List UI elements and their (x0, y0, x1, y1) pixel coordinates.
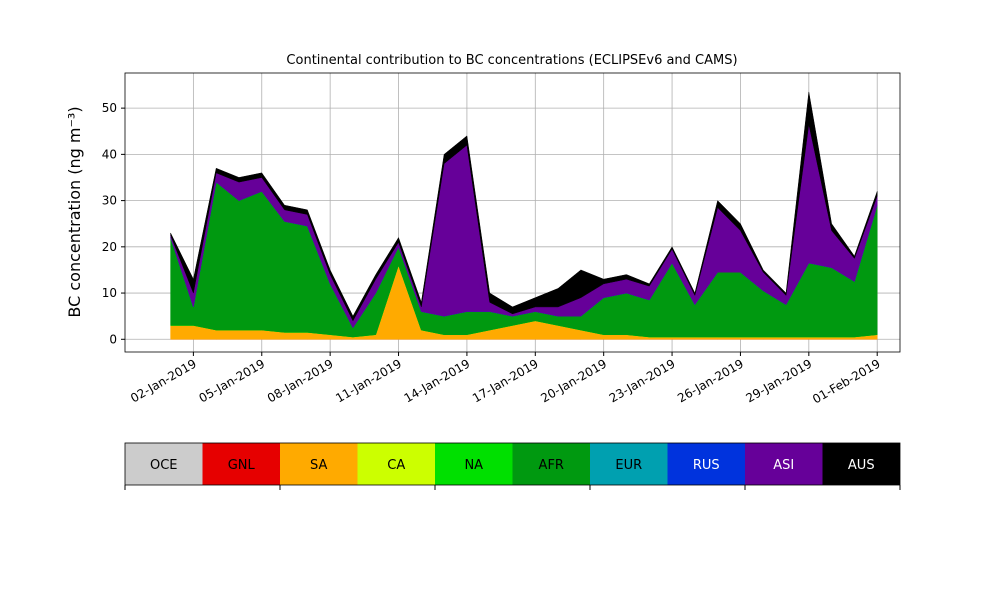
legend-label: CA (387, 458, 405, 473)
legend-label: GNL (228, 458, 256, 473)
area-aus (170, 91, 878, 322)
chart-title: Continental contribution to BC concentra… (286, 53, 737, 68)
x-tick-label: 26-Jan-2019 (675, 356, 746, 405)
legend-swatch (745, 443, 823, 485)
x-tick-label: 02-Jan-2019 (128, 356, 199, 405)
legend-frame (124, 442, 901, 486)
legend-label: SA (310, 458, 327, 473)
legend-swatch (667, 443, 745, 485)
x-tick-label: 08-Jan-2019 (265, 356, 336, 405)
y-tick-label: 50 (102, 101, 117, 115)
legend-swatch (822, 443, 900, 485)
legend-swatch (280, 443, 358, 485)
legend-label: AUS (848, 458, 875, 473)
legend-label: OCE (150, 458, 178, 473)
legend-label: AFR (539, 458, 564, 473)
legend-swatch (435, 443, 513, 485)
plot-frame (124, 72, 901, 353)
legend-label: RUS (693, 458, 720, 473)
legend-label: EUR (615, 458, 642, 473)
legend-swatch (357, 443, 435, 485)
x-tick-label: 29-Jan-2019 (744, 356, 815, 405)
legend-swatch (512, 443, 590, 485)
y-tick-label: 40 (102, 147, 117, 161)
x-tick-label: 20-Jan-2019 (538, 356, 609, 405)
legend-label: ASI (773, 458, 794, 473)
x-tick-label: 01-Feb-2019 (810, 356, 883, 406)
x-tick-label: 17-Jan-2019 (470, 356, 541, 405)
y-tick-label: 20 (102, 240, 117, 254)
y-axis-label: BC concentration (ng m⁻³) (65, 106, 84, 317)
x-tick-label: 23-Jan-2019 (607, 356, 678, 405)
x-tick-label: 14-Jan-2019 (402, 356, 473, 405)
legend-swatch (202, 443, 280, 485)
y-tick-label: 0 (109, 332, 117, 346)
y-tick-label: 30 (102, 194, 117, 208)
x-tick-label: 11-Jan-2019 (333, 356, 404, 405)
x-tick-label: 05-Jan-2019 (196, 356, 267, 405)
legend-swatch (590, 443, 668, 485)
legend-label: NA (464, 458, 483, 473)
y-tick-label: 10 (102, 286, 117, 300)
legend-swatch (125, 443, 203, 485)
